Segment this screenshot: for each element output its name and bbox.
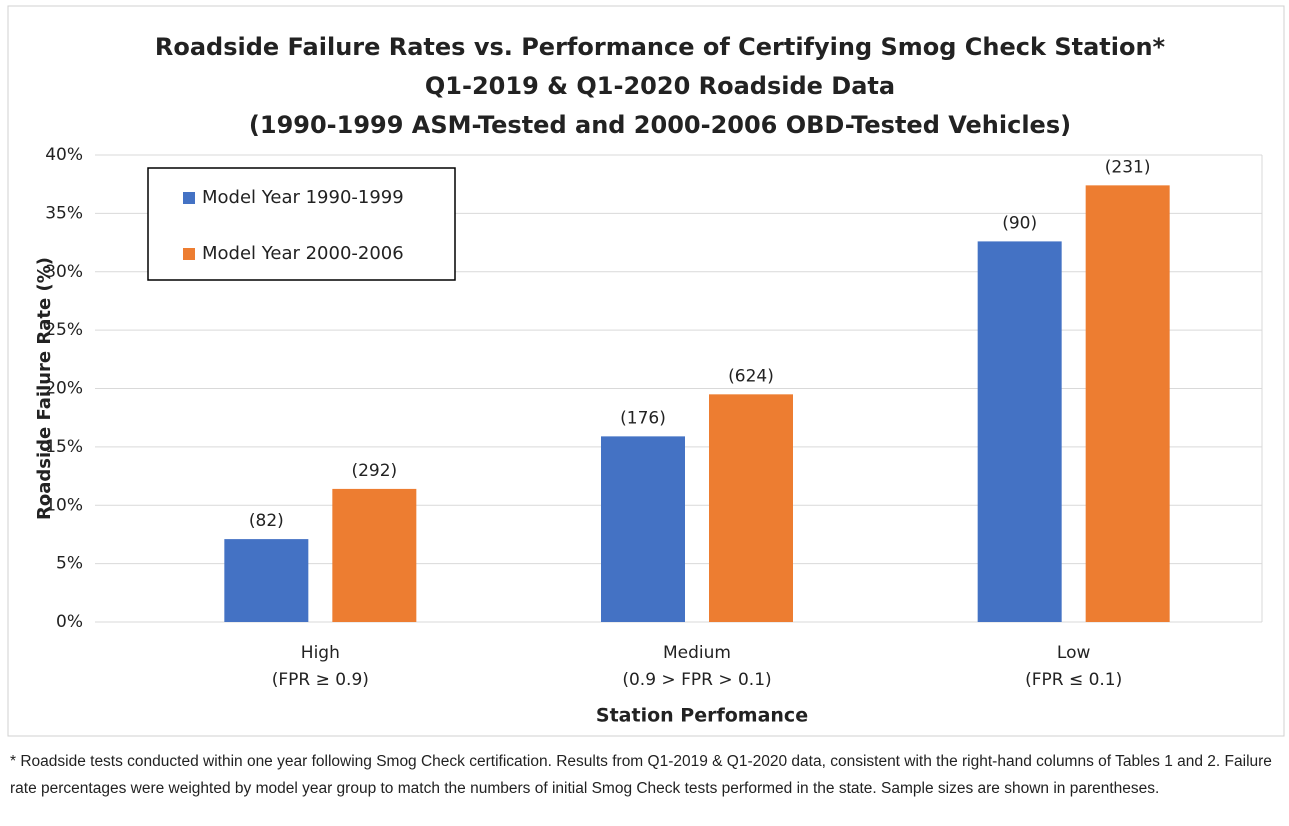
footnote: * Roadside tests conducted within one ye… [10,753,1272,797]
x-axis-title: Station Perfomance [596,705,808,727]
legend-label: Model Year 1990-1999 [202,187,404,208]
bar [332,488,417,622]
chart-frame [7,5,1285,737]
chart-title: Q1-2019 & Q1-2020 Roadside Data [425,72,895,100]
bar-label: (231) [1105,157,1151,177]
legend-swatch [183,192,195,204]
y-axis-title: Roadside Failure Rate (%) [34,257,55,520]
chart-title: Roadside Failure Rates vs. Performance o… [155,33,1166,61]
y-tick-label: 10% [45,495,83,515]
y-tick-label: 35% [45,203,83,223]
x-tick-label: (FPR ≤ 0.1) [1025,670,1122,690]
y-tick-label: 5% [56,554,83,574]
chart-title: (1990-1999 ASM-Tested and 2000-2006 OBD-… [249,111,1071,139]
x-tick-label: Medium [663,643,731,663]
bar [224,539,309,622]
x-tick-label: High [301,643,340,663]
bar-label: (624) [728,366,774,386]
legend-swatch [183,248,195,260]
x-tick-label: (FPR ≥ 0.9) [272,670,369,690]
bar [601,436,685,622]
y-tick-label: 30% [45,262,83,282]
bar-label: (82) [249,511,284,531]
y-tick-label: 40% [45,145,83,165]
y-tick-label: 25% [45,320,83,340]
y-tick-label: 20% [45,379,83,399]
bar [977,241,1062,622]
bar [709,394,793,622]
x-tick-label: Low [1057,643,1091,663]
bar-label: (176) [620,408,666,428]
bar [1085,185,1170,623]
legend-box [147,167,456,281]
bar-label: (292) [351,461,397,481]
chart: Roadside Failure Rates vs. Performance o… [7,5,1285,737]
y-tick-label: 0% [56,612,83,632]
x-tick-label: (0.9 > FPR > 0.1) [622,670,771,690]
y-tick-label: 15% [45,437,83,457]
legend-label: Model Year 2000-2006 [202,243,404,264]
bar-label: (90) [1002,213,1037,233]
